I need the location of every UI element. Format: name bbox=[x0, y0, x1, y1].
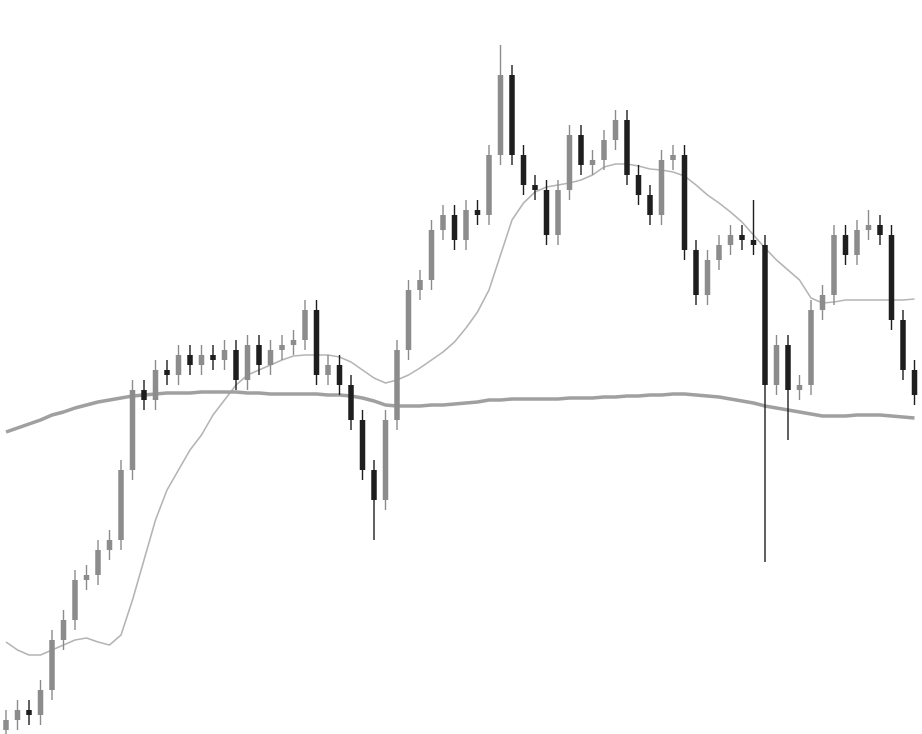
candle-body bbox=[819, 295, 826, 310]
candle-body bbox=[405, 290, 412, 350]
candle-body bbox=[509, 75, 515, 155]
candle-body bbox=[773, 345, 780, 385]
candle-body bbox=[888, 235, 895, 320]
candle-body bbox=[267, 350, 274, 365]
candle-body bbox=[290, 340, 297, 345]
candle-body bbox=[451, 215, 458, 240]
candle-body bbox=[578, 135, 584, 165]
candle-body bbox=[601, 140, 607, 160]
candle-body bbox=[37, 690, 44, 715]
candle-body bbox=[210, 355, 216, 360]
candle-body bbox=[49, 640, 55, 690]
candle-body bbox=[911, 370, 918, 395]
candle-body bbox=[313, 310, 320, 375]
candle-body bbox=[635, 175, 642, 195]
candle-body bbox=[336, 365, 343, 385]
candle-body bbox=[842, 235, 849, 255]
candle-body bbox=[141, 390, 147, 400]
candle-body bbox=[233, 350, 239, 380]
candle-body bbox=[417, 280, 423, 290]
candle-body bbox=[244, 345, 251, 380]
candle-body bbox=[543, 190, 550, 235]
candle-body bbox=[497, 75, 504, 155]
candle-body bbox=[716, 245, 722, 260]
candle-body bbox=[359, 420, 366, 470]
candle-body bbox=[785, 345, 791, 390]
candle-body bbox=[14, 710, 21, 720]
candle-body bbox=[865, 225, 872, 230]
candle-body bbox=[647, 195, 653, 215]
candle-body bbox=[681, 155, 688, 250]
candle-body bbox=[796, 385, 803, 390]
candle-body bbox=[612, 120, 619, 140]
candle-body bbox=[762, 245, 768, 385]
candle-body bbox=[566, 135, 573, 190]
candle-body bbox=[589, 160, 596, 165]
candle-body bbox=[520, 155, 527, 185]
candle-body bbox=[624, 120, 630, 175]
candle-body bbox=[394, 350, 400, 420]
candle-body bbox=[95, 550, 101, 575]
candle-body bbox=[900, 320, 906, 370]
candle-body bbox=[670, 155, 676, 160]
candle-body bbox=[739, 235, 745, 240]
candle-body bbox=[463, 210, 469, 240]
candle-body bbox=[256, 345, 262, 365]
candle-body bbox=[704, 260, 711, 295]
candle-body bbox=[279, 345, 285, 350]
candle-body bbox=[106, 540, 113, 550]
candle-body bbox=[428, 230, 435, 280]
candle-body bbox=[302, 310, 308, 340]
candle-body bbox=[440, 215, 446, 230]
candle-body bbox=[164, 370, 170, 375]
candle-body bbox=[26, 710, 32, 715]
candle-body bbox=[72, 580, 78, 620]
candle-body bbox=[382, 420, 389, 500]
candle-body bbox=[371, 470, 377, 500]
candle-body bbox=[325, 365, 331, 375]
candle-body bbox=[129, 390, 136, 470]
candle-body bbox=[486, 155, 492, 215]
candle-body bbox=[877, 225, 883, 235]
candle-body bbox=[831, 235, 837, 295]
candle-body bbox=[750, 240, 757, 245]
candle-body bbox=[693, 250, 699, 295]
candle-body bbox=[854, 230, 860, 255]
candle-body bbox=[532, 185, 538, 190]
candle-body bbox=[83, 575, 90, 580]
candle-body bbox=[198, 355, 205, 365]
candle-body bbox=[808, 310, 814, 385]
candle-body bbox=[187, 355, 193, 365]
candle-body bbox=[348, 385, 354, 420]
candle-body bbox=[221, 350, 228, 360]
candle-body bbox=[658, 160, 665, 215]
candle-body bbox=[175, 355, 182, 375]
candle-body bbox=[118, 470, 124, 540]
candle-body bbox=[152, 370, 159, 400]
candle-body bbox=[3, 720, 9, 730]
candle-body bbox=[555, 190, 561, 235]
candle-body bbox=[727, 235, 734, 245]
candle-body bbox=[60, 620, 67, 640]
candle-body bbox=[474, 210, 481, 215]
